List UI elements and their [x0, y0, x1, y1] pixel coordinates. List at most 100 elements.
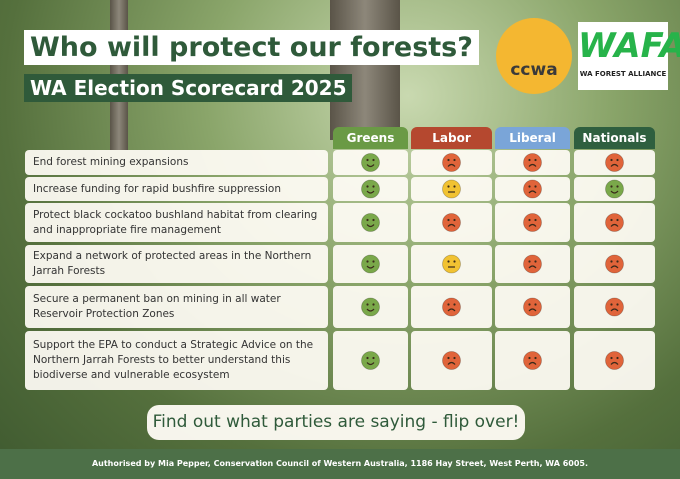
face — [605, 213, 624, 232]
row-label: Protect black cockatoo bushland habitat … — [25, 203, 328, 242]
face — [442, 153, 461, 172]
mouth — [447, 223, 456, 227]
eye — [610, 185, 613, 188]
eye — [616, 356, 619, 360]
mouth — [610, 361, 619, 365]
subtitle: WA Election Scorecard 2025 — [24, 74, 353, 102]
score-cell — [411, 150, 492, 175]
eye — [447, 218, 450, 222]
face — [605, 297, 624, 317]
mouth — [447, 361, 456, 365]
eye — [453, 185, 456, 188]
face-circle — [605, 213, 624, 232]
score-cell — [411, 203, 492, 242]
wafa-caption: WA FOREST ALLIANCE — [579, 70, 667, 78]
eye — [447, 158, 450, 162]
eye — [453, 260, 456, 263]
face-circle — [523, 297, 542, 317]
mouth — [366, 265, 375, 269]
row-label: Increase funding for rapid bushfire supp… — [25, 177, 328, 201]
eye — [616, 260, 619, 263]
face-circle — [361, 254, 380, 274]
title: Who will protect our forests? — [24, 30, 479, 65]
eye — [616, 303, 619, 306]
mouth — [528, 190, 537, 194]
score-cell — [333, 150, 408, 175]
eye — [366, 356, 369, 360]
face-circle — [523, 213, 542, 232]
eye — [453, 356, 456, 360]
eye — [372, 303, 375, 306]
eye — [372, 158, 375, 162]
eye — [453, 218, 456, 222]
mouth — [366, 164, 375, 168]
score-cell — [411, 245, 492, 283]
face — [523, 213, 542, 232]
face — [361, 351, 380, 370]
eye — [453, 303, 456, 306]
mouth — [447, 163, 456, 167]
face — [523, 351, 542, 370]
face-circle — [442, 179, 461, 199]
eye — [610, 260, 613, 263]
eye — [366, 218, 369, 222]
face — [442, 351, 461, 370]
score-cell — [411, 286, 492, 328]
footer: Authorised by Mia Pepper, Conservation C… — [0, 449, 680, 479]
eye — [372, 185, 375, 188]
face — [361, 179, 380, 199]
face-circle — [605, 153, 624, 172]
score-cell — [411, 177, 492, 201]
score-cell — [411, 331, 492, 390]
face — [442, 254, 461, 274]
tree-trunk — [330, 0, 400, 140]
column-header: Greens — [333, 127, 408, 149]
eye — [447, 303, 450, 306]
eye — [447, 185, 450, 188]
eye — [447, 260, 450, 263]
face — [523, 153, 542, 172]
eye — [447, 356, 450, 360]
score-cell — [495, 286, 570, 328]
face-circle — [442, 213, 461, 232]
score-cell — [574, 245, 655, 283]
face — [442, 213, 461, 232]
eye — [528, 185, 531, 188]
score-cell — [574, 203, 655, 242]
score-cell — [333, 177, 408, 201]
score-cell — [574, 286, 655, 328]
mouth — [610, 163, 619, 167]
eye — [453, 158, 456, 162]
face — [605, 254, 624, 274]
eye — [528, 218, 531, 222]
score-cell — [333, 331, 408, 390]
score-cell — [333, 286, 408, 328]
face — [361, 254, 380, 274]
eye — [528, 303, 531, 306]
mouth — [610, 308, 619, 312]
score-cell — [495, 150, 570, 175]
eye — [528, 158, 531, 162]
mouth — [528, 308, 537, 312]
column-header: Liberal — [495, 127, 570, 149]
eye — [366, 158, 369, 162]
eye — [610, 356, 613, 360]
row-label: Support the EPA to conduct a Strategic A… — [25, 331, 328, 390]
score-cell — [333, 203, 408, 242]
mouth — [528, 163, 537, 167]
face-circle — [605, 351, 624, 370]
face-circle — [523, 351, 542, 370]
eye — [616, 218, 619, 222]
eye — [528, 356, 531, 360]
wafa-logo: WAFA WA FOREST ALLIANCE — [578, 22, 680, 90]
eye — [534, 303, 537, 306]
face-circle — [361, 297, 380, 317]
mouth — [528, 223, 537, 227]
score-cell — [495, 245, 570, 283]
face-circle — [442, 254, 461, 274]
eye — [372, 260, 375, 263]
mouth — [447, 308, 456, 312]
score-cell — [495, 331, 570, 390]
wafa-wordmark: WAFA — [578, 26, 680, 66]
face — [605, 351, 624, 370]
